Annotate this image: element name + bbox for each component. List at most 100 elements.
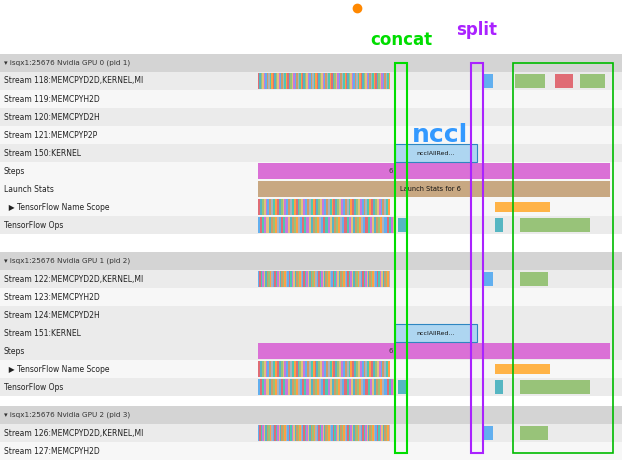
Bar [289, 272, 290, 287]
Bar [259, 73, 261, 89]
Bar [284, 361, 286, 377]
Bar [372, 217, 374, 233]
Bar [495, 380, 503, 394]
Bar [320, 361, 322, 377]
Bar [271, 199, 273, 215]
Bar [271, 272, 272, 287]
Bar [378, 73, 380, 89]
Bar [287, 272, 289, 287]
Text: Steps: Steps [4, 166, 26, 176]
Bar [282, 272, 283, 287]
Bar [351, 379, 353, 395]
Bar [332, 217, 334, 233]
Bar [380, 217, 383, 233]
Bar [389, 379, 391, 395]
Text: Stream 118:MEMCPYD2D,KERNEL,MI: Stream 118:MEMCPYD2D,KERNEL,MI [4, 77, 143, 85]
Bar [317, 199, 318, 215]
Bar [343, 73, 345, 89]
Bar [377, 199, 379, 215]
Bar [258, 199, 260, 215]
Bar [381, 426, 383, 441]
Bar [327, 272, 328, 287]
Bar [327, 73, 328, 89]
Bar [271, 361, 273, 377]
Bar [555, 74, 573, 88]
Text: ▶ TensorFlow Name Scope: ▶ TensorFlow Name Scope [4, 202, 109, 212]
Bar [340, 73, 341, 89]
Bar [361, 426, 362, 441]
Bar [341, 73, 343, 89]
Bar [262, 199, 264, 215]
Bar [307, 73, 308, 89]
Bar [369, 272, 371, 287]
Bar [360, 199, 362, 215]
Bar [362, 73, 364, 89]
Bar [302, 272, 304, 287]
Bar [377, 361, 379, 377]
Bar [483, 426, 493, 440]
Bar [307, 217, 309, 233]
Bar [391, 217, 393, 233]
Bar [275, 361, 277, 377]
Bar [334, 272, 336, 287]
Bar [369, 379, 372, 395]
Bar [345, 426, 346, 441]
Text: Stream 127:MEMCPYH2D: Stream 127:MEMCPYH2D [4, 447, 100, 455]
Bar [258, 343, 610, 359]
Bar [365, 73, 366, 89]
Bar [271, 426, 272, 441]
Bar [495, 218, 503, 232]
Bar [277, 361, 279, 377]
Bar [294, 199, 295, 215]
Bar [358, 73, 359, 89]
Bar [0, 406, 622, 424]
Bar [354, 199, 356, 215]
Bar [294, 379, 296, 395]
Bar [324, 361, 326, 377]
Bar [384, 199, 386, 215]
Bar [275, 379, 277, 395]
Bar [368, 426, 369, 441]
Bar [324, 272, 325, 287]
Bar [340, 217, 342, 233]
Bar [395, 144, 477, 162]
Bar [386, 379, 389, 395]
Bar [365, 426, 366, 441]
Bar [339, 199, 341, 215]
Bar [364, 272, 365, 287]
Bar [380, 379, 383, 395]
Bar [340, 426, 341, 441]
Bar [281, 199, 282, 215]
Bar [268, 73, 270, 89]
Bar [351, 217, 353, 233]
Bar [324, 426, 325, 441]
Bar [276, 272, 277, 287]
Bar [315, 73, 317, 89]
Bar [292, 199, 294, 215]
Bar [380, 272, 381, 287]
Bar [269, 217, 271, 233]
Bar [258, 181, 610, 197]
Bar [293, 73, 295, 89]
Bar [358, 272, 359, 287]
Bar [350, 73, 352, 89]
Bar [0, 270, 622, 288]
Bar [283, 272, 284, 287]
Bar [328, 426, 330, 441]
Bar [348, 379, 351, 395]
Bar [270, 73, 271, 89]
Bar [323, 379, 325, 395]
Bar [345, 361, 346, 377]
Bar [374, 426, 375, 441]
Bar [335, 199, 337, 215]
Bar [290, 73, 292, 89]
Bar [312, 73, 313, 89]
Bar [264, 426, 266, 441]
Text: Stream 122:MEMCPYD2D,KERNEL,MI: Stream 122:MEMCPYD2D,KERNEL,MI [4, 274, 143, 284]
Bar [471, 63, 483, 453]
Bar [343, 426, 345, 441]
Bar [311, 361, 313, 377]
Bar [324, 73, 325, 89]
Bar [352, 73, 353, 89]
Bar [258, 272, 259, 287]
